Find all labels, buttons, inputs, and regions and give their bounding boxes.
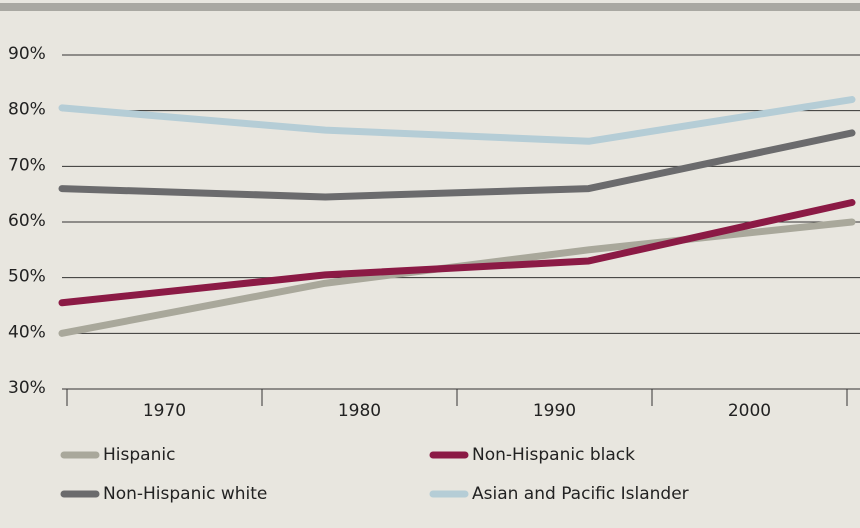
- x-tick-label: 1980: [338, 401, 381, 421]
- y-tick-label: 60%: [8, 211, 46, 231]
- y-tick-label: 80%: [8, 100, 46, 120]
- y-tick-label: 30%: [8, 378, 46, 398]
- x-tick-label: 1990: [533, 401, 576, 421]
- series-line: [58, 129, 856, 201]
- top-band: [0, 3, 860, 11]
- legend-label: Asian and Pacific Islander: [472, 484, 689, 504]
- y-tick-label: 40%: [8, 322, 46, 342]
- x-tick-label: 2000: [728, 401, 771, 421]
- y-tick-label: 50%: [8, 267, 46, 287]
- y-tick-label: 70%: [8, 155, 46, 175]
- y-tick-label: 90%: [8, 44, 46, 64]
- x-tick-label: 1970: [143, 401, 186, 421]
- series-line: [58, 199, 856, 307]
- legend-label: Non-Hispanic white: [103, 484, 267, 504]
- legend-label: Non-Hispanic black: [472, 445, 635, 465]
- series-line: [58, 96, 856, 145]
- legend-label: Hispanic: [103, 445, 175, 465]
